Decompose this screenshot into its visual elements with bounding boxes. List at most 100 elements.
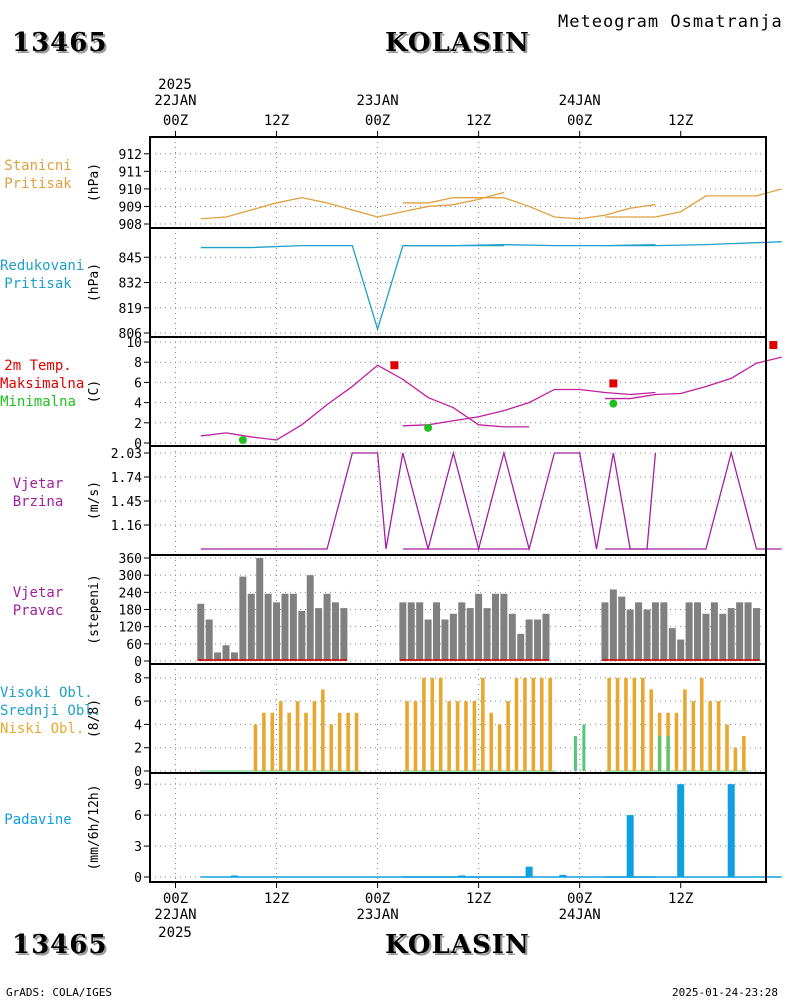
direction-bar [273,602,281,661]
top-hour-label: 12Z [465,113,492,129]
y-unit-label: (m/s) [87,481,102,520]
grads-credit: GrADS: COLA/IGES [6,986,112,999]
reduced_pressure-line [200,244,504,332]
top-date-label: 24JAN [558,93,601,109]
top-hour-label: 00Z [364,113,391,129]
low-cloud-bar [312,701,317,771]
top-hour-label: 12Z [668,113,694,129]
low-cloud-bar [624,677,628,771]
direction-bar [399,602,407,661]
low-cloud-bar [337,712,342,771]
direction-bar [247,593,255,661]
low-cloud-bar [278,701,283,771]
low-cloud-bar [497,724,502,771]
low-cloud-bar [531,677,536,771]
y-tick-label: 8 [134,672,142,687]
direction-bar [222,645,230,661]
y-tick-label: 4 [134,397,142,412]
meteogram-title: Meteogram Osmatranja [558,12,783,32]
y-tick-label: 2.03 [111,447,142,462]
top-date-label: 22JAN [154,93,197,109]
wind_speed-line [402,450,657,552]
panel-label-line: Minimalna [0,393,76,410]
direction-bar [719,613,727,661]
direction-bar [542,613,550,661]
direction-bar [289,593,297,661]
low-cloud-bar [548,677,552,771]
low-cloud-bar [699,677,704,771]
low-cloud-bar [354,712,359,771]
direction-bar [281,593,289,661]
panel-frame [149,227,767,338]
pressure-line [402,197,656,220]
panel-label-line: 2m Temp. [4,357,72,374]
low-cloud-bar [430,677,435,771]
direction-bar [677,639,685,661]
top-hour-label: 00Z [162,113,189,129]
y-tick-label: 0 [134,871,142,886]
y-tick-label: 9 [134,778,142,793]
bottom-hour-label: 00Z [162,891,189,907]
y-tick-label: 10 [126,336,142,351]
direction-bar [230,652,238,661]
station-name-bottom: KOLASIN [385,930,530,960]
low-cloud-bar [287,712,291,771]
panel-frame [149,772,767,883]
panel-label-pressure: Stanicni Pritisak [0,157,76,193]
tmin-marker [609,399,618,408]
low-cloud-bar [455,701,460,771]
low-cloud-bar [607,677,611,771]
y-tick-label: 300 [119,569,142,584]
direction-bar [626,609,634,661]
y-tick-label: 60 [126,638,142,653]
panel-label-line: Vjetar [12,584,64,601]
direction-bar [601,602,609,661]
direction-bar [609,589,617,661]
tmin-marker [238,435,247,444]
direction-bar [702,613,710,661]
direction-bar [508,613,516,661]
direction-bar [685,602,693,661]
pressure-line [604,188,782,218]
direction-bar [483,608,491,661]
low-cloud-bar [304,712,308,771]
low-cloud-bar [742,736,746,771]
panel-label-line: Pritisak [4,175,72,192]
panel-frame [149,136,767,229]
y-tick-label: 2 [134,417,142,432]
direction-bar [491,593,499,661]
panel-label-line: Pravac [12,602,64,619]
y-tick-label: 832 [119,277,142,292]
y-tick-label: 360 [119,552,142,567]
panel-label-reduced_pressure: Redukovani Pritisak [0,257,84,293]
low-cloud-bar [295,701,300,771]
direction-bar [736,602,744,661]
direction-bar [466,608,474,661]
bottom-hour-label: 00Z [364,891,391,907]
station-id-bottom: 13465 [12,930,108,960]
tmin-marker [424,423,433,432]
tmax-marker [609,379,618,388]
low-cloud-bar [674,712,679,771]
y-tick-label: 240 [119,586,142,601]
y-unit-label: (C) [87,380,102,403]
y-unit-label: (mm/6h/12h) [87,784,102,870]
reduced_pressure-line [604,241,782,247]
temperature-line [200,364,530,441]
direction-bar [475,593,483,661]
panel-label-line: Brzina [12,493,64,510]
direction-bar [441,619,449,661]
y-unit-label: (hPa) [87,163,102,202]
y-tick-label: 912 [119,148,142,163]
direction-bar [214,652,222,661]
precip-bar [626,815,634,877]
bottom-date-label: 24JAN [558,907,601,923]
bottom-date-label: 23JAN [356,907,399,923]
generated-timestamp: 2025-01-24-23:28 [672,986,778,999]
y-tick-label: 819 [119,302,142,317]
direction-bar [660,602,668,661]
low-cloud-bar [321,689,325,771]
mid-cloud-bar [666,736,670,771]
mid-cloud-bar [658,736,662,771]
low-cloud-bar [253,724,258,771]
